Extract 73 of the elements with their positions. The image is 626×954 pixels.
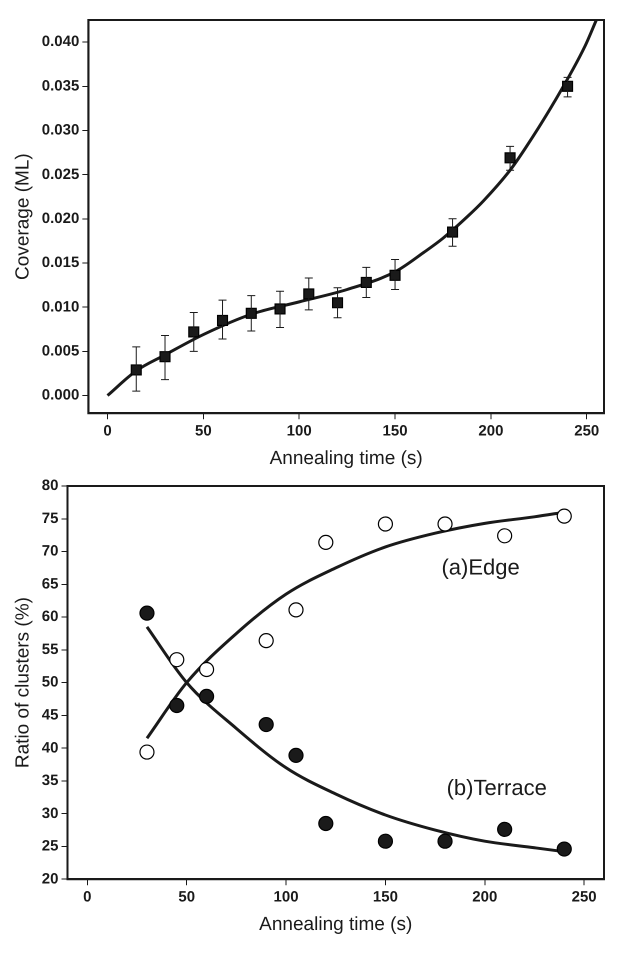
y-tick-label: 40: [42, 739, 58, 756]
point: [258, 633, 274, 648]
y-tick-label: 70: [42, 542, 58, 560]
y-tick-label: 25: [42, 838, 58, 855]
x-tick-label: 0: [83, 888, 92, 906]
y-tick-label: 60: [42, 608, 58, 626]
point: [562, 80, 574, 92]
y-tick-label: 0.025: [42, 166, 80, 183]
x-tick-label: 200: [472, 888, 498, 906]
point: [288, 602, 304, 618]
point: [198, 688, 214, 704]
y-tick-label: 50: [42, 674, 58, 691]
point: [288, 748, 304, 763]
y-tick-label: 65: [42, 575, 58, 592]
x-tick-label: 100: [274, 888, 299, 906]
annotation: (b)Terrace: [446, 774, 547, 800]
x-tick-label: 200: [478, 422, 504, 440]
x-tick-label: 250: [572, 888, 597, 906]
x-tick-label: 250: [574, 422, 600, 440]
point: [437, 834, 453, 849]
point: [556, 841, 572, 857]
point: [139, 606, 155, 621]
point: [139, 744, 155, 760]
y-tick-label: 0.010: [42, 298, 80, 316]
point: [390, 270, 401, 281]
point: [318, 534, 334, 550]
y-tick-label: 0.030: [42, 122, 80, 139]
x-tick-label: 0: [103, 422, 112, 440]
point: [169, 652, 184, 668]
y-tick-label: 35: [42, 772, 58, 790]
y-axis-title: Ratio of clusters (%): [12, 597, 34, 768]
point: [360, 276, 372, 288]
point: [258, 716, 274, 732]
y-tick-label: 0.015: [42, 254, 80, 272]
x-tick-label: 150: [382, 422, 408, 440]
point: [556, 508, 572, 524]
point: [378, 516, 394, 532]
y-tick-label: 75: [42, 510, 58, 527]
point: [447, 226, 458, 238]
point: [188, 326, 200, 338]
point: [169, 698, 184, 714]
y-tick-label: 30: [42, 804, 58, 822]
x-tick-label: 50: [178, 888, 196, 906]
point: [504, 152, 516, 164]
point: [497, 528, 512, 544]
y-tick-label: 0.005: [42, 342, 80, 360]
y-tick-label: 0.040: [42, 33, 80, 50]
y-tick-label: 45: [42, 706, 58, 724]
point: [318, 816, 334, 832]
y-tick-label: 20: [42, 870, 58, 888]
point: [303, 288, 314, 300]
y-axis-title: Coverage (ML): [12, 153, 34, 280]
point: [332, 297, 344, 308]
y-tick-label: 0.020: [42, 210, 80, 227]
point: [274, 303, 286, 314]
x-tick-label: 100: [286, 422, 312, 440]
x-tick-label: 150: [372, 888, 398, 906]
point: [130, 364, 142, 376]
point: [497, 822, 512, 837]
y-tick-label: 55: [42, 640, 58, 658]
point: [159, 351, 171, 362]
point: [437, 516, 453, 532]
y-tick-label: 0.000: [42, 386, 80, 404]
point: [378, 834, 394, 849]
x-tick-label: 50: [195, 422, 212, 440]
y-tick-label: 80: [42, 477, 58, 494]
annotation: (a)Edge: [441, 554, 520, 580]
point: [198, 662, 214, 678]
y-tick-label: 0.035: [42, 77, 80, 94]
point: [246, 308, 257, 319]
x-axis-title: Annealing time (s): [270, 448, 423, 469]
x-axis-title: Annealing time (s): [259, 914, 412, 935]
point: [216, 314, 228, 326]
